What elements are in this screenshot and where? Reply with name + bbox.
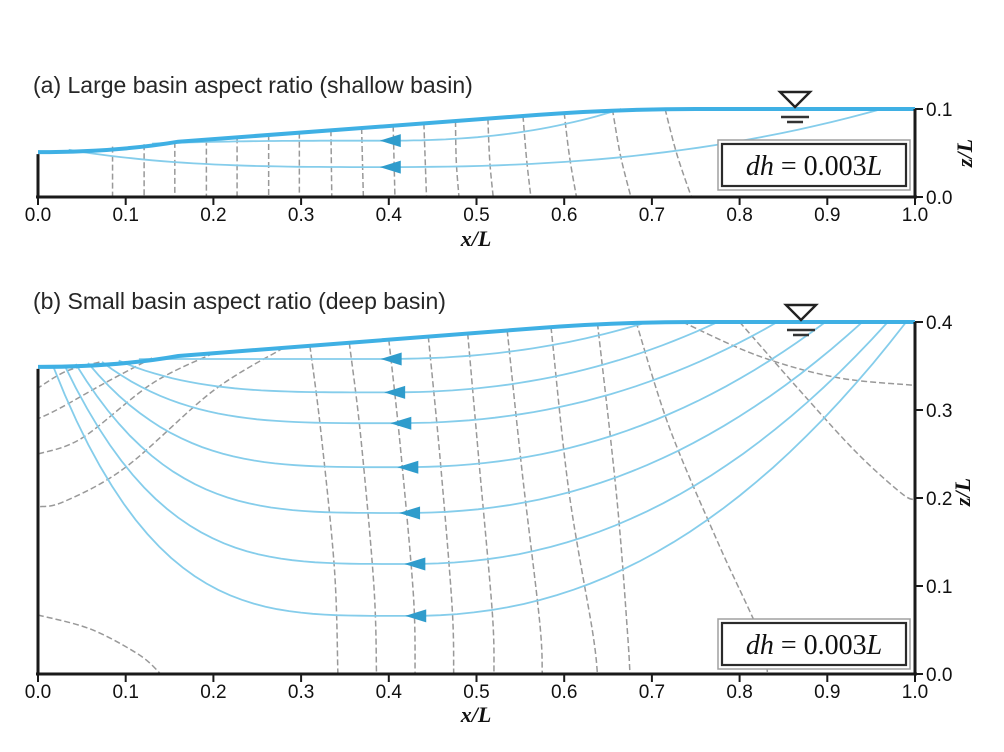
equipotential-line	[309, 345, 339, 675]
equipotential-line	[682, 321, 916, 387]
x-tick-label: 0.5	[463, 682, 489, 703]
water-table-icon	[783, 303, 819, 337]
x-tick-label: 0.8	[726, 682, 752, 703]
equipotential-line	[739, 321, 916, 501]
flow-arrow-icon	[384, 385, 406, 399]
water-table-icon	[777, 90, 813, 124]
equipotential-line	[487, 118, 494, 198]
x-tick-label: 0.2	[200, 682, 226, 703]
z-tick-label: 0.2	[926, 489, 952, 510]
panel-a-title: (a) Large basin aspect ratio (shallow ba…	[33, 72, 473, 98]
x-tick-label: 0.7	[639, 205, 665, 226]
flowline	[87, 321, 827, 469]
dh-box-inner	[720, 621, 908, 667]
equipotential-line	[466, 333, 495, 675]
equipotential-line	[664, 108, 693, 198]
axes: 0.0 0.1 0.2 0.3 0.4 0.5 0.6 0.7 0.8 0.9 1.00.00.10…	[25, 313, 975, 727]
equipotential-line	[37, 361, 100, 389]
flow-arrow-icon	[397, 460, 419, 474]
equipotential-lines	[111, 108, 693, 198]
equipotential-line	[635, 321, 769, 675]
water-table-triangle	[783, 303, 819, 322]
flow-arrow-icon	[399, 506, 421, 520]
z-tick-label: 0.0	[926, 188, 952, 209]
water-table-line	[37, 320, 915, 369]
equipotential-line	[611, 109, 632, 198]
dh-annotation-text: dh = 0.003L	[746, 630, 882, 661]
water-table-line	[37, 107, 915, 155]
dh-length-var: L	[866, 630, 883, 661]
dh-box-inner	[720, 142, 908, 188]
axes: 0.0 0.1 0.2 0.3 0.4 0.5 0.6 0.7 0.8 0.9 1.00.00.1x…	[25, 100, 977, 251]
flow-arrow-icon	[405, 609, 427, 623]
water-table-triangle	[777, 90, 813, 109]
flow-arrow-icon	[404, 557, 426, 571]
z-axis-label: z/L	[950, 478, 975, 507]
equipotential-line	[37, 614, 162, 675]
x-tick-label: 0.3	[288, 682, 314, 703]
panel-b-title: (b) Small basin aspect ratio (deep basin…	[33, 288, 446, 314]
x-tick-label: 1.0	[902, 205, 928, 226]
x-tick-label: 0.8	[726, 205, 752, 226]
equipotential-lines	[37, 321, 916, 675]
equipotential-line	[454, 121, 460, 198]
x-tick-label: 0.6	[551, 682, 577, 703]
equipotential-line	[423, 123, 428, 198]
dh-length-var: L	[866, 151, 883, 182]
dh-var: dh	[746, 151, 774, 182]
x-tick-label: 0.5	[463, 205, 489, 226]
dh-annotation-box: dh = 0.003L	[717, 618, 911, 670]
equipotential-line	[596, 323, 631, 675]
dh-value: = 0.003	[774, 630, 867, 661]
flow-arrow-icon	[390, 416, 412, 430]
equipotential-line	[37, 352, 214, 455]
x-tick-label: 1.0	[902, 682, 928, 703]
z-tick-label: 0.0	[926, 665, 952, 686]
x-tick-label: 0.3	[288, 205, 314, 226]
x-tick-label: 0.1	[112, 205, 138, 226]
z-tick-label: 0.3	[926, 401, 952, 422]
panel-a: (a) Large basin aspect ratio (shallow ba…	[25, 72, 977, 251]
dh-annotation-box: dh = 0.003L	[717, 139, 911, 191]
x-axis-label: x/L	[460, 226, 492, 251]
z-tick-label: 0.4	[926, 313, 953, 334]
x-tick-label: 0.7	[639, 682, 665, 703]
equipotential-line	[360, 127, 365, 198]
equipotential-line	[563, 112, 578, 198]
x-tick-label: 0.2	[200, 205, 226, 226]
x-tick-label: 0.4	[376, 682, 403, 703]
equipotential-line	[506, 330, 544, 675]
z-axis-label: z/L	[952, 139, 977, 168]
panel-b: (b) Small basin aspect ratio (deep basin…	[25, 288, 975, 727]
dh-annotation-text: dh = 0.003L	[746, 151, 882, 182]
dh-var: dh	[746, 630, 774, 661]
x-axis-label: x/L	[460, 702, 492, 727]
x-tick-label: 0.6	[551, 205, 577, 226]
x-tick-label: 0.0	[25, 682, 51, 703]
x-tick-label: 0.9	[814, 682, 840, 703]
flowline	[118, 321, 719, 394]
x-tick-label: 0.1	[112, 682, 138, 703]
x-tick-label: 0.0	[25, 205, 51, 226]
flow-arrow-icon	[379, 134, 401, 148]
x-tick-label: 0.4	[376, 205, 403, 226]
z-tick-label: 0.1	[926, 577, 952, 598]
equipotential-line	[427, 336, 455, 675]
z-tick-label: 0.1	[926, 100, 952, 121]
panel-b-plot: 0.0 0.1 0.2 0.3 0.4 0.5 0.6 0.7 0.8 0.9 1.00.00.10…	[25, 303, 975, 727]
flow-arrow-icon	[380, 352, 402, 366]
equipotential-line	[550, 327, 599, 675]
flow-arrow-icon	[379, 160, 401, 174]
equipotential-line	[348, 342, 378, 675]
panel-a-plot: 0.0 0.1 0.2 0.3 0.4 0.5 0.6 0.7 0.8 0.9 1.00.00.1x…	[25, 90, 977, 251]
equipotential-line	[37, 347, 284, 508]
dh-value: = 0.003	[774, 151, 867, 182]
x-tick-label: 0.9	[814, 205, 840, 226]
equipotential-line	[522, 115, 532, 198]
